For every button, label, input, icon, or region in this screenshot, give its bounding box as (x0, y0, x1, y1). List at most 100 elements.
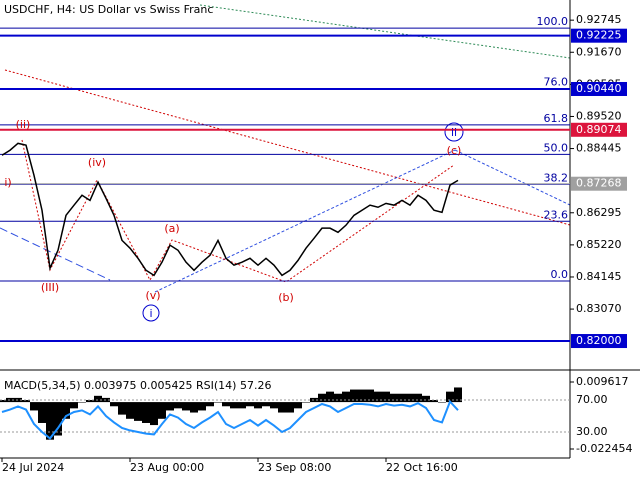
macd-bar (374, 391, 382, 403)
y-tick-label: 0.84145 (576, 270, 622, 283)
macd-bar (214, 402, 222, 403)
fib-label: 50.0 (544, 141, 569, 154)
last-price-tag (571, 176, 627, 191)
wave-label: (ii) (16, 118, 31, 131)
wave-label: (v) (145, 289, 160, 302)
x-tick-label: 24 Jul 2024 (2, 461, 64, 474)
y-tick-label: 0.009617 (576, 375, 629, 388)
fib-label: 38.2 (544, 171, 569, 184)
y-tick-label: 0.85220 (576, 238, 622, 251)
macd-bar (326, 391, 334, 403)
macd-bar (438, 402, 446, 403)
macd-bar (78, 402, 86, 403)
macd-bar (246, 402, 254, 407)
macd-bar (206, 402, 214, 407)
macd-bar (94, 395, 102, 403)
macd-bar (150, 402, 158, 426)
macd-bar (166, 402, 174, 411)
macd-bar (342, 391, 350, 403)
last-price-label: 0.87268 (576, 177, 622, 190)
fib-label: 23.6 (544, 208, 569, 221)
wave-label: i) (4, 176, 11, 189)
fib-label: 76.0 (544, 76, 569, 89)
level-tag (571, 334, 627, 349)
x-tick-label: 22 Oct 16:00 (386, 461, 458, 474)
level-tag (571, 28, 627, 43)
wave-circle (142, 304, 160, 322)
macd-bar (126, 402, 134, 419)
y-tick-label: 70.00 (576, 393, 608, 406)
x-tick-label: 23 Aug 00:00 (130, 461, 204, 474)
macd-bar (142, 402, 150, 423)
macd-bar (446, 391, 454, 403)
y-tick-label: -0.022454 (576, 442, 632, 455)
macd-bar (278, 402, 286, 413)
macd-bar (254, 402, 262, 409)
macd-bar (174, 402, 182, 409)
x-tick-label: 23 Sep 08:00 (258, 461, 331, 474)
level-label: 0.90440 (576, 82, 622, 95)
macd-bar (294, 402, 302, 409)
macd-bar (318, 393, 326, 403)
macd-bar (182, 402, 190, 411)
macd-bar (366, 389, 374, 403)
wave-label: (c) (447, 144, 462, 157)
macd-bar (406, 393, 414, 403)
macd-bar (286, 402, 294, 413)
wave-label: i (149, 307, 152, 320)
chart-title: USDCHF, H4: US Dollar vs Swiss Franc (4, 3, 213, 16)
macd-bar (118, 402, 126, 415)
wave-label: (iv) (88, 156, 106, 169)
macd-bar (398, 393, 406, 403)
macd-bar (230, 402, 238, 409)
level-tag (571, 81, 627, 96)
macd-bar (334, 393, 342, 403)
wave-label: (a) (164, 222, 179, 235)
y-tick-label: 0.92745 (576, 13, 622, 26)
macd-bar (270, 402, 278, 409)
y-tick-label: 30.00 (576, 425, 608, 438)
wave-label: ii (451, 126, 457, 139)
y-tick-label: 0.86295 (576, 206, 622, 219)
macd-bar (382, 391, 390, 403)
macd-bar (238, 402, 246, 409)
macd-bar (222, 402, 230, 407)
macd-bar (70, 402, 78, 409)
macd-bar (430, 400, 438, 403)
fib-label: 61.8 (544, 112, 569, 125)
fib-label: 0.0 (551, 268, 569, 281)
macd-bar (110, 402, 118, 407)
macd-bar (38, 402, 46, 423)
level-tag (571, 122, 627, 137)
macd-bar (350, 389, 358, 403)
trend-line (0, 227, 111, 281)
macd-bar (262, 402, 270, 407)
wave-label: (b) (278, 291, 294, 304)
wave-label: (III) (41, 281, 59, 294)
price-line (1, 142, 459, 277)
macd-bar (86, 400, 94, 403)
macd-bar (302, 402, 310, 403)
macd-bar (46, 402, 54, 440)
rsi-line (1, 399, 459, 440)
y-tick-label: 0.91670 (576, 45, 622, 58)
trend-line (4, 69, 571, 226)
level-label: 0.82000 (576, 334, 622, 347)
macd-bar (30, 402, 38, 411)
macd-bar (62, 402, 70, 419)
macd-bar (422, 395, 430, 403)
channel-line (454, 149, 571, 206)
macd-bar (158, 402, 166, 419)
macd-bar (190, 402, 198, 413)
y-tick-label: 0.83070 (576, 302, 622, 315)
macd-bar (454, 387, 462, 403)
macd-bar (134, 402, 142, 421)
level-label: 0.89074 (576, 123, 622, 136)
y-tick-label: 0.88445 (576, 142, 622, 155)
macd-bar (22, 400, 30, 403)
wave-circle (444, 122, 464, 142)
macd-bar (0, 400, 6, 403)
y-tick-label: 0.89520 (576, 109, 622, 122)
macd-bar (198, 402, 206, 411)
